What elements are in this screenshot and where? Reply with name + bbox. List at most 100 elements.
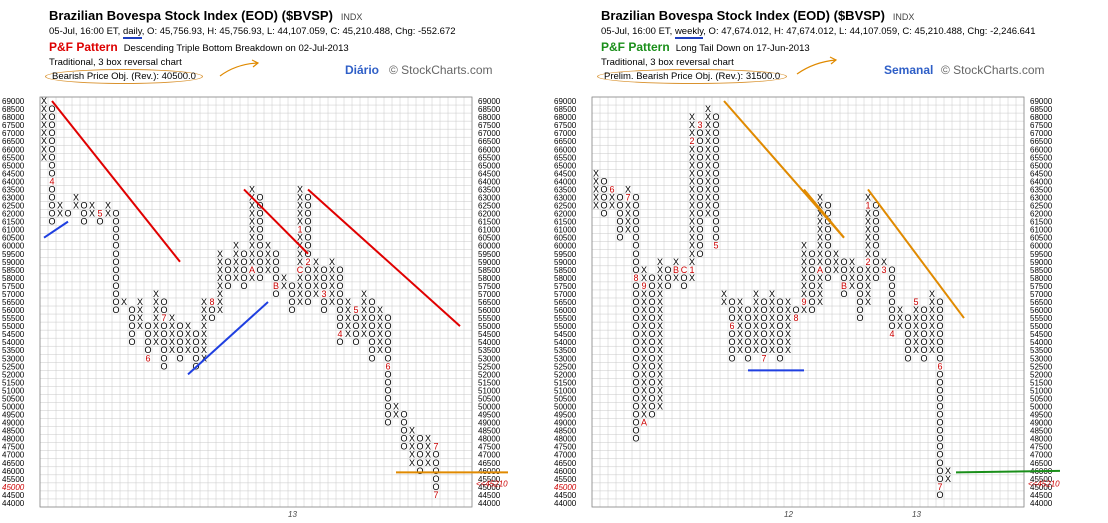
pf-x-box: X <box>409 434 415 444</box>
pf-o-box: O <box>712 160 719 170</box>
y-tick-label-right: 57000 <box>1030 290 1053 299</box>
pf-x-box: X <box>201 321 207 331</box>
pf-o-box: O <box>336 273 343 283</box>
pf-month-marker: 4 <box>889 329 894 339</box>
pf-o-box: O <box>808 257 815 267</box>
pf-x-box: X <box>769 329 775 339</box>
pf-x-box: X <box>233 273 239 283</box>
pf-x-box: X <box>737 321 743 331</box>
pf-x-box: X <box>689 257 695 267</box>
pf-o-box: O <box>416 450 423 460</box>
pf-o-box: O <box>760 345 767 355</box>
frequency-link[interactable]: daily <box>122 26 142 39</box>
pf-o-box: O <box>384 410 391 420</box>
pf-o-box: O <box>128 321 135 331</box>
y-tick-label-right: 52000 <box>1030 370 1053 379</box>
y-tick-label-left: 46000 <box>2 467 25 476</box>
pf-o-box: O <box>696 160 703 170</box>
pf-o-box: O <box>920 345 927 355</box>
pf-o-box: O <box>368 353 375 363</box>
pf-month-marker: C <box>297 265 304 275</box>
pf-x-box: X <box>137 297 143 307</box>
pf-o-box: O <box>760 297 767 307</box>
y-tick-label-left: 63000 <box>2 193 25 202</box>
quote-line: 05-Jul, 16:00 ET, daily, O: 45,756.93, H… <box>49 26 456 39</box>
pf-x-box: X <box>913 321 919 331</box>
pf-o-box: O <box>632 321 639 331</box>
pf-o-box: O <box>632 329 639 339</box>
y-tick-label-right: 47500 <box>478 443 501 452</box>
y-tick-label-right: 61500 <box>1030 218 1053 227</box>
y-tick-label-left: 58500 <box>554 266 577 275</box>
y-tick-label-left: 62500 <box>554 202 577 211</box>
pf-o-box: O <box>712 176 719 186</box>
pf-o-box: O <box>920 305 927 315</box>
y-tick-label-right: 61000 <box>1030 226 1053 235</box>
pf-x-box: X <box>641 345 647 355</box>
chart-type-text: Traditional, 3 box reversal chart <box>601 57 734 68</box>
pf-x-box: X <box>929 313 935 323</box>
y-tick-label-left: 61500 <box>554 218 577 227</box>
pf-o-box: O <box>728 337 735 347</box>
pf-x-box: X <box>625 209 631 219</box>
pf-o-box: O <box>840 257 847 267</box>
pf-x-box: X <box>689 249 695 259</box>
pf-o-box: O <box>112 297 119 307</box>
pf-o-box: O <box>160 329 167 339</box>
y-tick-label-right: 59000 <box>1030 258 1053 267</box>
pf-o-box: O <box>272 249 279 259</box>
pf-o-box: O <box>632 369 639 379</box>
pf-o-box: O <box>632 418 639 428</box>
y-tick-label-left: 66500 <box>2 137 25 146</box>
pf-o-box: O <box>936 418 943 428</box>
pf-o-box: O <box>320 265 327 275</box>
copyright: © StockCharts.com <box>941 63 1045 77</box>
pf-o-box: O <box>192 329 199 339</box>
pf-x-box: X <box>57 201 63 211</box>
y-tick-label-right: 50000 <box>1030 403 1053 412</box>
frequency-link[interactable]: weekly <box>674 26 704 39</box>
y-tick-label-right: 64500 <box>478 169 501 178</box>
pf-o-box: O <box>696 168 703 178</box>
pf-o-box: O <box>856 281 863 291</box>
pf-month-marker: 1 <box>865 201 870 211</box>
y-tick-label-left: 69000 <box>554 97 577 106</box>
pf-o-box: O <box>888 321 895 331</box>
pf-o-box: O <box>936 442 943 452</box>
pf-o-box: O <box>632 281 639 291</box>
pf-o-box: O <box>48 168 55 178</box>
pf-x-box: X <box>657 313 663 323</box>
pf-x-box: X <box>817 249 823 259</box>
y-tick-label-left: 60000 <box>554 242 577 251</box>
y-tick-label-left: 48500 <box>2 427 25 436</box>
pf-month-marker: 8 <box>793 313 798 323</box>
pf-o-box: O <box>648 377 655 387</box>
pf-o-box: O <box>632 385 639 395</box>
y-tick-label-right: 56000 <box>1030 306 1053 315</box>
quote-line: 05-Jul, 16:00 ET, weekly, O: 47,674.012,… <box>601 26 1036 39</box>
y-tick-label-right: 56500 <box>478 298 501 307</box>
y-tick-label-left: 51500 <box>554 378 577 387</box>
y-tick-label-left: 58500 <box>2 266 25 275</box>
pf-o-box: O <box>632 225 639 235</box>
pf-x-box: X <box>913 305 919 315</box>
chart-title: Brazilian Bovespa Stock Index (EOD) ($BV… <box>601 8 915 23</box>
pf-o-box: O <box>936 345 943 355</box>
y-tick-label-left: 59000 <box>2 258 25 267</box>
y-tick-label-left: 64000 <box>2 177 25 186</box>
pf-o-box: O <box>680 281 687 291</box>
pf-o-box: O <box>856 297 863 307</box>
pf-month-marker: 6 <box>609 184 614 194</box>
pf-x-box: X <box>329 297 335 307</box>
y-tick-label-left: 45000 <box>2 483 25 492</box>
y-tick-label-left: 67500 <box>554 121 577 130</box>
y-tick-label-left: 46500 <box>554 459 577 468</box>
pf-x-box: X <box>89 201 95 211</box>
pf-o-box: O <box>112 265 119 275</box>
pf-x-box: X <box>217 249 223 259</box>
pf-o-box: O <box>920 313 927 323</box>
pf-o-box: O <box>288 305 295 315</box>
y-tick-label-right: 68500 <box>1030 105 1053 114</box>
pf-o-box: O <box>696 233 703 243</box>
y-tick-label-right: 54000 <box>1030 338 1053 347</box>
